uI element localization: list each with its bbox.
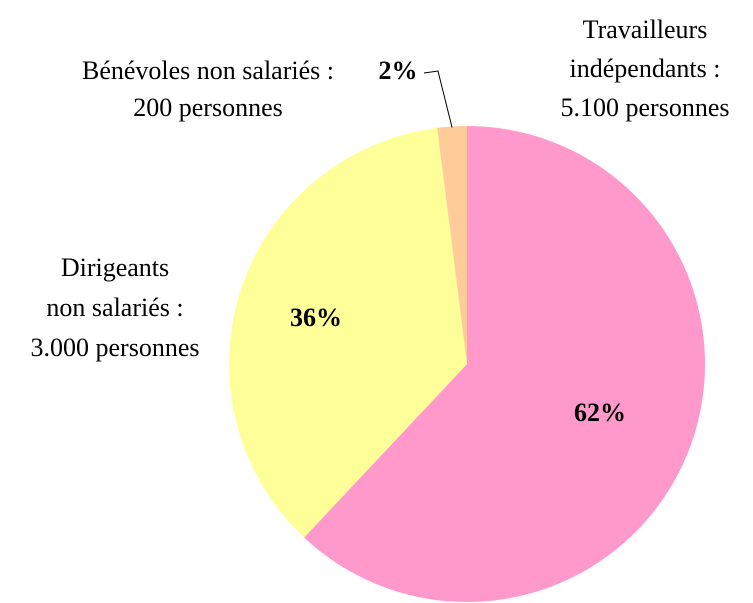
value-label: 2% xyxy=(379,56,418,85)
value-label: 36% xyxy=(290,303,342,332)
pie-slice xyxy=(437,126,467,364)
pie-slice xyxy=(229,127,467,538)
category-label: 200 personnes xyxy=(133,93,282,122)
value-label: 62% xyxy=(574,398,626,427)
category-label: Bénévoles non salariés : xyxy=(82,56,334,85)
category-label: non salariés : xyxy=(46,293,183,322)
category-label: Travailleurs xyxy=(583,15,708,44)
category-label: 5.100 personnes xyxy=(561,93,730,122)
category-label: 3.000 personnes xyxy=(31,333,200,362)
category-label: indépendants : xyxy=(570,54,721,83)
pie-slice xyxy=(304,126,706,602)
category-label: Dirigeants xyxy=(61,253,169,282)
leader-line xyxy=(423,70,453,128)
